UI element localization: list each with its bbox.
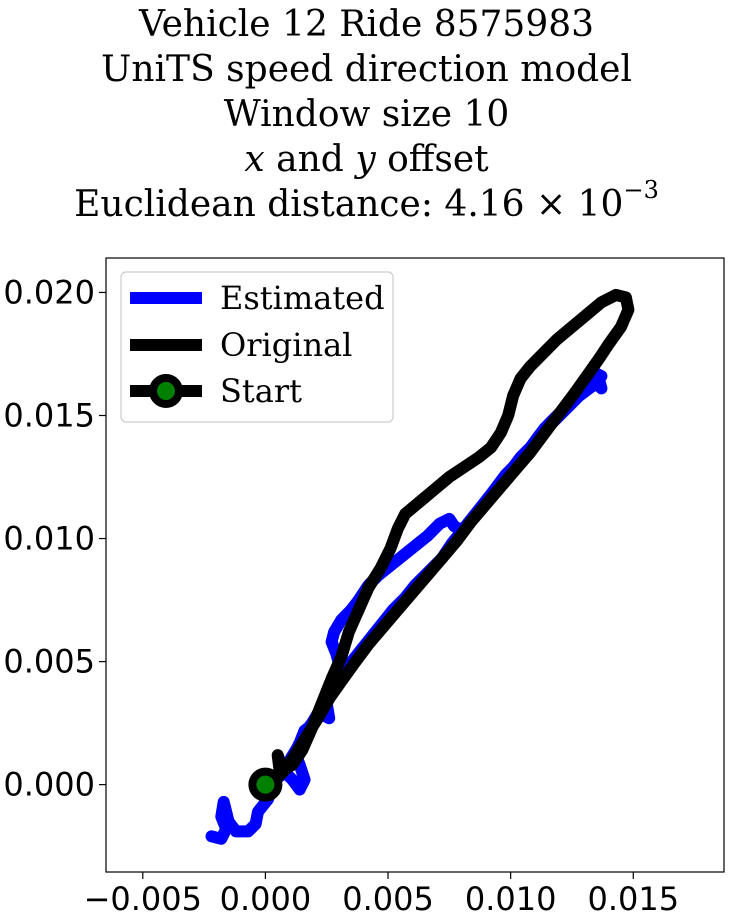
legend-estimated-label: Estimated — [220, 279, 385, 317]
y-tick-label: 0.015 — [3, 396, 95, 434]
x-tick-label: 0.000 — [220, 880, 312, 918]
legend-original-label: Original — [220, 326, 352, 364]
y-tick-label: 0.010 — [3, 520, 95, 558]
start-marker — [248, 767, 283, 802]
title-and: and — [276, 139, 344, 180]
title-line-5: Euclidean distance: 4.16 × 10−3 — [0, 178, 733, 227]
x-tick-label: 0.005 — [342, 880, 434, 918]
title-line-4: x and y offset — [0, 137, 733, 182]
chart-title: Vehicle 12 Ride 8575983 UniTS speed dire… — [0, 2, 733, 227]
legend-start-marker — [149, 374, 183, 408]
title-offset-word: offset — [387, 139, 489, 180]
title-var-x: x — [244, 139, 265, 180]
legend-box — [120, 271, 394, 423]
title-var-y: y — [355, 139, 376, 180]
x-tick-label: 0.015 — [587, 880, 679, 918]
title-line-1: Vehicle 12 Ride 8575983 — [138, 4, 595, 45]
y-tick-label: 0.000 — [3, 766, 95, 804]
y-axis: 0.000 0.005 0.010 0.015 0.020 — [3, 273, 106, 804]
title-line-2: UniTS speed direction model — [101, 49, 632, 90]
title-distance-prefix: Euclidean distance: 4.16 × 10 — [74, 184, 624, 225]
series-layer — [205, 288, 635, 845]
legend: Estimated Original Start — [120, 271, 394, 423]
x-tick-label: −0.005 — [84, 880, 202, 918]
legend-start-label: Start — [220, 372, 302, 410]
y-tick-label: 0.005 — [3, 643, 95, 681]
title-line-3: Window size 10 — [223, 94, 510, 135]
x-axis: −0.005 0.000 0.005 0.010 0.015 — [84, 872, 679, 918]
x-tick-label: 0.010 — [465, 880, 557, 918]
series-original-line — [259, 288, 635, 791]
y-tick-label: 0.020 — [3, 273, 95, 311]
plot-frame — [105, 257, 725, 873]
title-distance-exponent: −3 — [623, 176, 659, 204]
